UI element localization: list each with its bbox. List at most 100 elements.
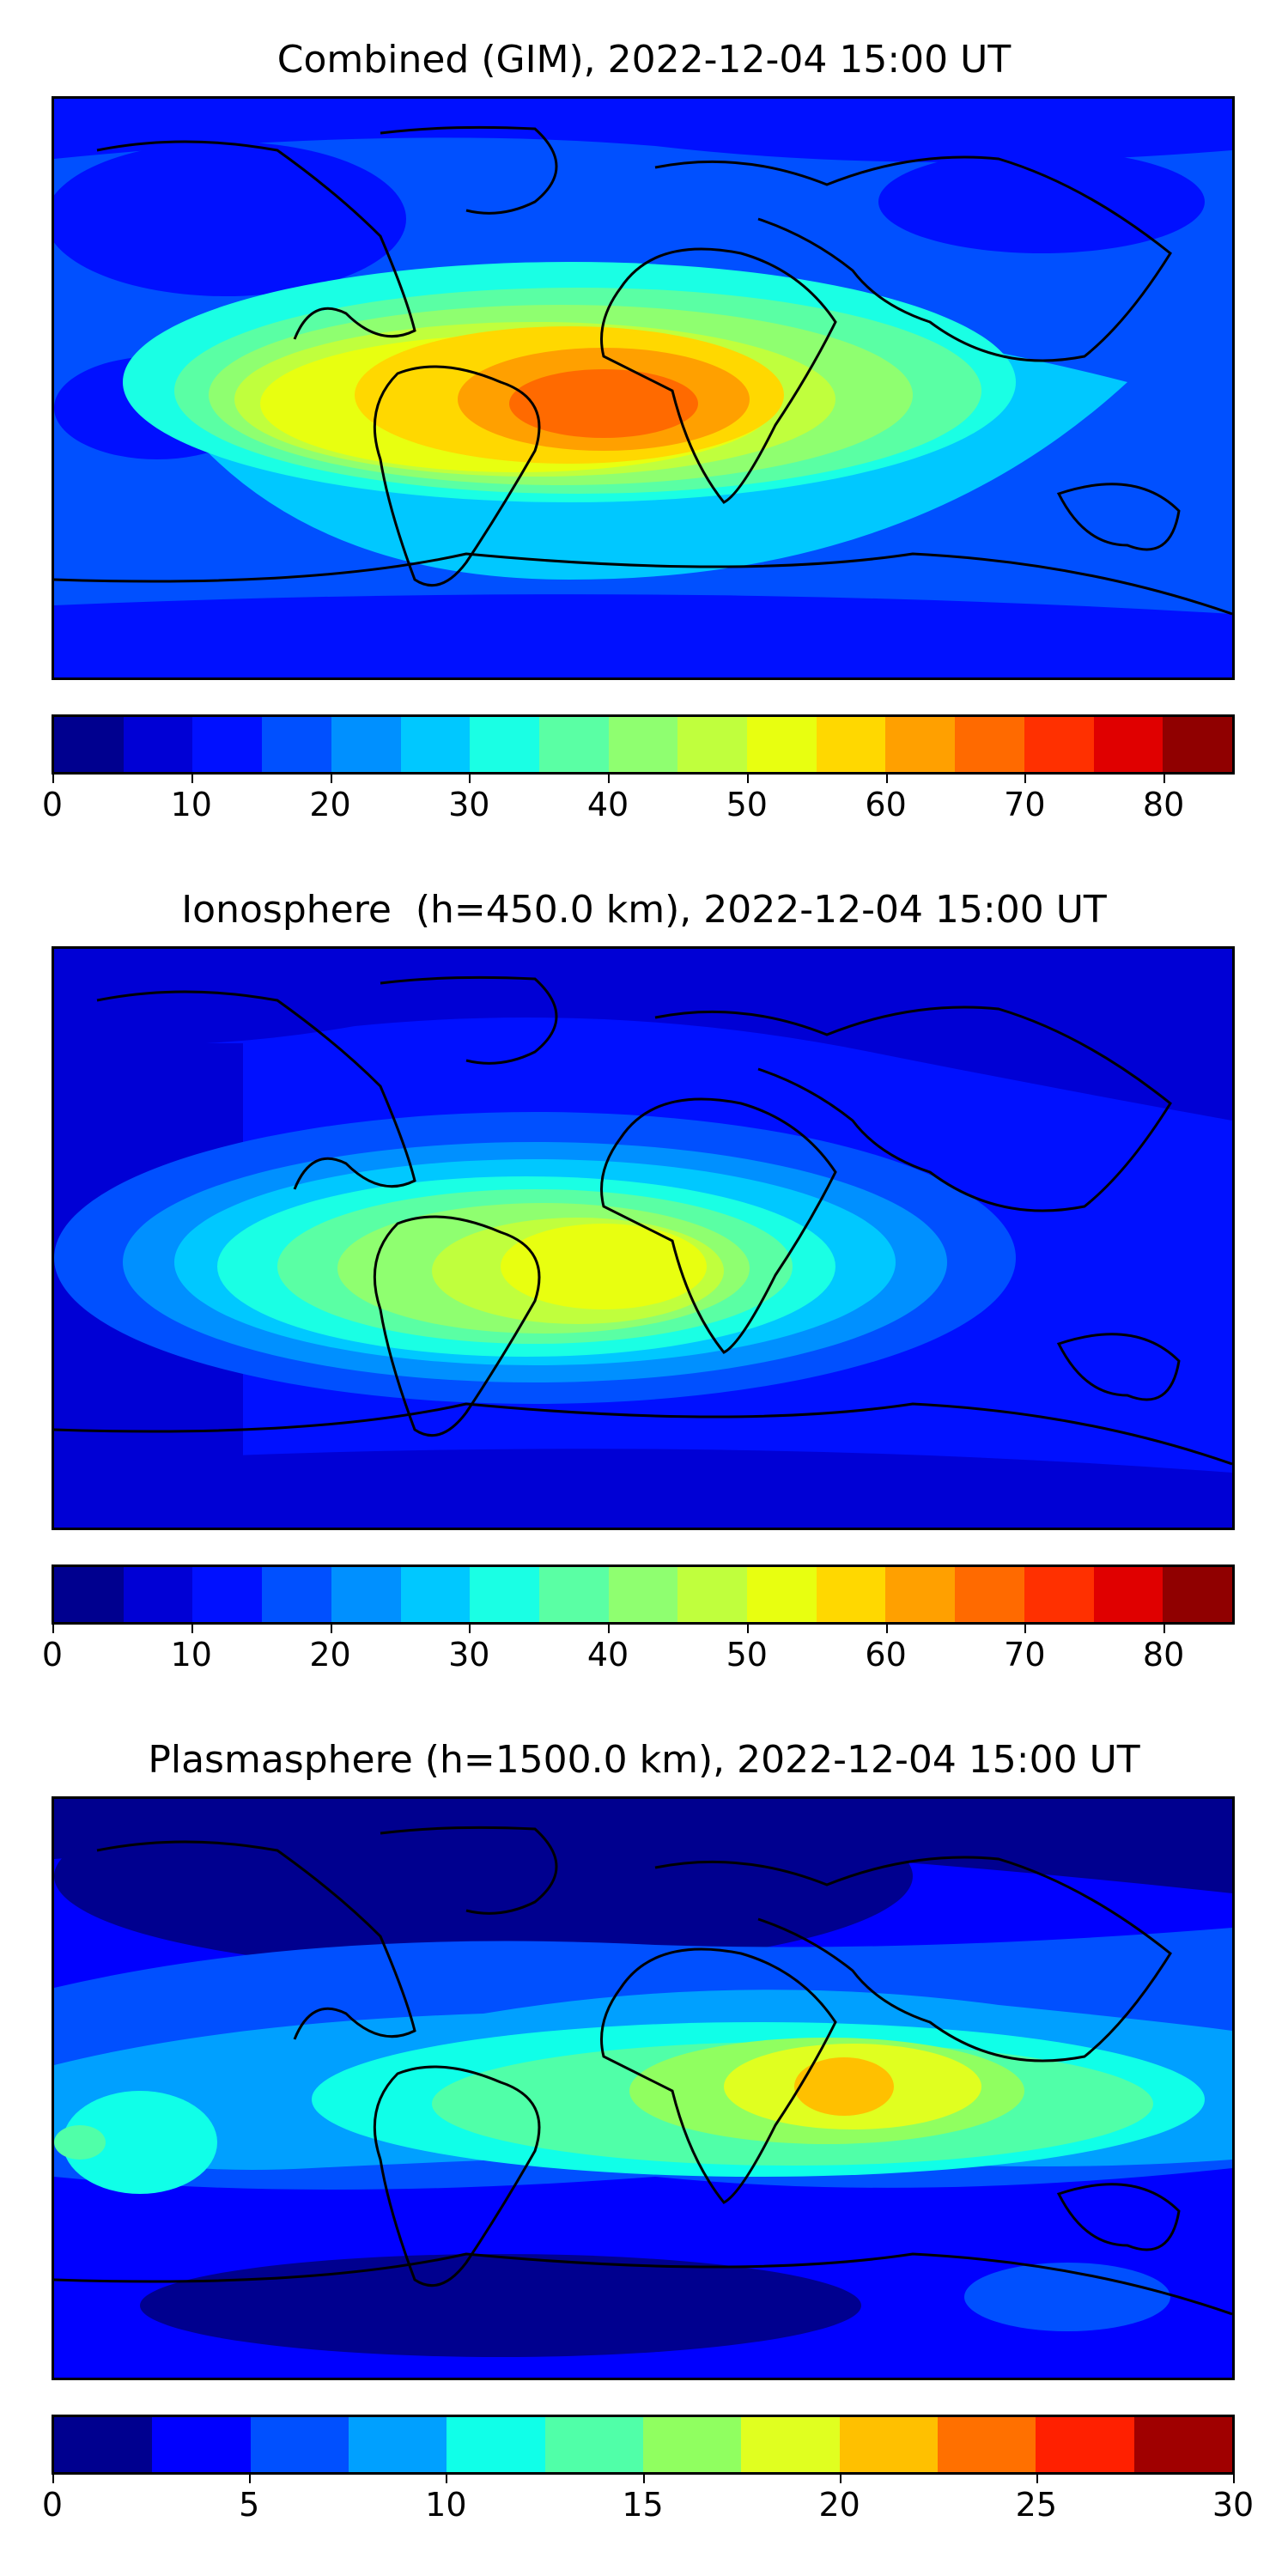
colorbar-segment [470, 717, 539, 772]
colorbar-segment [54, 1567, 124, 1622]
colorbar-segment [955, 1567, 1024, 1622]
colorbar-tick [191, 775, 193, 783]
tec-map-combined [52, 96, 1235, 680]
colorbar-segment [747, 1567, 817, 1622]
tec-map-ionosphere [52, 946, 1235, 1530]
colorbar-tick [1024, 1625, 1027, 1633]
colorbar-tick [52, 775, 54, 783]
colorbar-tick-label: 40 [586, 786, 629, 823]
colorbar-segment [54, 717, 124, 772]
colorbar-tick [469, 775, 471, 783]
colorbar-tick-label: 70 [1004, 786, 1046, 823]
colorbar-tick-label: 60 [865, 1636, 907, 1674]
colorbar-segment [123, 717, 193, 772]
tec-map-plasmasphere [52, 1796, 1235, 2380]
colorbar-tick [249, 2475, 252, 2483]
colorbar-tick-label: 80 [1142, 1636, 1185, 1674]
colorbar-tick-label: 25 [1015, 2486, 1058, 2524]
colorbar-combined [52, 714, 1235, 775]
tec-map-plasmasphere-canvas [54, 1799, 1232, 2378]
colorbar-segment [816, 1567, 886, 1622]
colorbar-segment [816, 717, 886, 772]
colorbar-plasmasphere [52, 2415, 1235, 2475]
colorbar-segment [192, 1567, 263, 1622]
colorbar-tick [52, 2475, 54, 2483]
colorbar-segment [642, 2417, 742, 2472]
colorbar-tick-label: 15 [622, 2486, 664, 2524]
colorbar-segment [54, 2417, 153, 2472]
colorbar-segment [741, 2417, 840, 2472]
colorbar-segment [885, 1567, 956, 1622]
colorbar-segment [470, 1567, 539, 1622]
colorbar-segment [262, 1567, 331, 1622]
colorbar-segment [955, 717, 1024, 772]
colorbar-segment [839, 2417, 938, 2472]
colorbar-tick-label: 30 [1212, 2486, 1255, 2524]
colorbar-tick-label: 70 [1004, 1636, 1046, 1674]
colorbar-tick-label: 20 [818, 2486, 860, 2524]
colorbar-tick-label: 50 [726, 1636, 768, 1674]
colorbar-segment [608, 1567, 678, 1622]
colorbar-tick [839, 2475, 841, 2483]
colorbar-segment [1163, 717, 1232, 772]
colorbar-tick-label: 0 [41, 2486, 64, 2524]
colorbar-segment [608, 717, 678, 772]
colorbar-tick-label: 60 [865, 786, 907, 823]
colorbar-segment [1024, 1567, 1094, 1622]
colorbar-tick [469, 1625, 471, 1633]
coastlines [54, 975, 1232, 1466]
colorbar-ticks-combined: 0 10 20 30 40 50 60 70 80 [42, 775, 1235, 826]
colorbar-segment [192, 717, 263, 772]
colorbar-tick-label: 5 [239, 2486, 260, 2524]
colorbar-segment [747, 717, 817, 772]
colorbar-segment [677, 1567, 748, 1622]
colorbar-tick [746, 1625, 749, 1633]
colorbar-tick [330, 775, 332, 783]
colorbar-tick [52, 1625, 54, 1633]
panel-title-combined: Combined (GIM), 2022-12-04 15:00 UT [276, 38, 1012, 82]
coastlines [54, 125, 1232, 616]
colorbar-tick [1163, 775, 1166, 783]
colorbar-tick-label: 30 [448, 786, 490, 823]
colorbar-tick-label: 80 [1142, 786, 1185, 823]
colorbar-segment [400, 717, 471, 772]
colorbar-tick-label: 20 [309, 786, 351, 823]
colorbar-segment [331, 717, 401, 772]
colorbar-tick-label: 0 [41, 1636, 64, 1674]
colorbar-tick-label: 10 [170, 1636, 212, 1674]
tec-map-ionosphere-canvas [54, 949, 1232, 1528]
coastlines [54, 1826, 1232, 2316]
colorbar-tick [608, 775, 611, 783]
colorbar-tick [330, 1625, 332, 1633]
colorbar-tick-label: 10 [425, 2486, 467, 2524]
colorbar-segment [937, 2417, 1036, 2472]
colorbar-segment [400, 1567, 471, 1622]
colorbar-tick [1036, 2475, 1038, 2483]
colorbar-segment [123, 1567, 193, 1622]
colorbar-tick-label: 10 [170, 786, 212, 823]
colorbar-tick-label: 40 [586, 1636, 629, 1674]
colorbar-tick [746, 775, 749, 783]
colorbar-segment [885, 717, 956, 772]
colorbar-tick-label: 50 [726, 786, 768, 823]
colorbar-segment [544, 2417, 643, 2472]
tec-map-combined-canvas [54, 99, 1232, 677]
colorbar-segment [677, 717, 748, 772]
colorbar-segment [538, 1567, 609, 1622]
colorbar-tick-label: 0 [41, 786, 64, 823]
colorbar-tick-label: 20 [309, 1636, 351, 1674]
colorbar-segment [1024, 717, 1094, 772]
colorbar-tick [885, 775, 888, 783]
colorbar-ticks-plasmasphere: 0 5 10 15 20 25 30 [42, 2475, 1254, 2526]
colorbar-segment [1093, 1567, 1163, 1622]
colorbar-ticks-ionosphere: 0 10 20 30 40 50 60 70 80 [42, 1625, 1235, 1676]
colorbar-segment [447, 2417, 545, 2472]
colorbar-tick [608, 1625, 611, 1633]
colorbar-tick [1024, 775, 1027, 783]
colorbar-segment [262, 717, 331, 772]
colorbar-tick-label: 30 [448, 1636, 490, 1674]
colorbar-tick [642, 2475, 645, 2483]
colorbar-segment [1036, 2417, 1134, 2472]
panel-title-ionosphere: Ionosphere (h=450.0 km), 2022-12-04 15:0… [181, 888, 1107, 932]
colorbar-segment [538, 717, 609, 772]
